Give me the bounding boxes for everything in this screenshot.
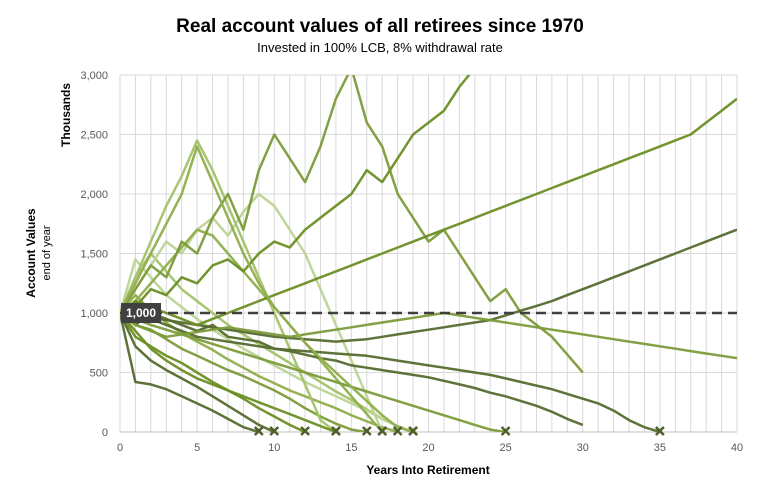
series-line xyxy=(120,299,661,432)
depletion-marker xyxy=(269,426,280,436)
y-units-label: Thousands xyxy=(59,83,73,147)
x-tick-label: 5 xyxy=(194,442,200,454)
marker-stroke xyxy=(361,426,372,436)
y-tick-label: 3,000 xyxy=(80,70,108,82)
x-tick-label: 10 xyxy=(268,442,280,454)
series-line xyxy=(120,75,471,315)
chart-subtitle: Invested in 100% LCB, 8% withdrawal rate xyxy=(257,40,503,55)
marker-stroke xyxy=(500,426,511,436)
y-axis-title: Account Values xyxy=(24,208,38,298)
x-tick-label: 0 xyxy=(117,442,123,454)
series-line xyxy=(120,75,584,374)
depletion-marker xyxy=(253,426,264,436)
y-axis-subtitle: end of year xyxy=(41,225,53,280)
series-line xyxy=(120,145,414,432)
series-line xyxy=(120,139,337,432)
y-axis-ticks: 0 500 1,000 1,500 2,000 2,500 3,000 xyxy=(80,70,108,439)
marker-stroke xyxy=(654,426,665,436)
depletion-marker xyxy=(377,426,388,436)
x-axis-title: Years Into Retirement xyxy=(366,463,489,477)
y-tick-label: 2,500 xyxy=(80,130,108,142)
y-tick-label: 500 xyxy=(90,368,108,380)
series-line xyxy=(120,312,306,432)
x-tick-label: 15 xyxy=(345,442,357,454)
x-tick-label: 35 xyxy=(654,442,666,454)
series-line xyxy=(120,311,737,360)
series-line xyxy=(120,228,384,432)
depletion-marker xyxy=(392,426,403,436)
series-line xyxy=(120,312,260,432)
depletion-marker xyxy=(361,426,372,436)
depletion-marker xyxy=(654,426,665,436)
marker-stroke xyxy=(331,426,341,436)
series-line xyxy=(120,312,337,432)
marker-stroke xyxy=(253,426,264,436)
y-tick-label: 0 xyxy=(102,427,108,439)
x-axis-ticks: 0 5 10 15 20 25 30 35 40 xyxy=(117,442,743,454)
x-tick-label: 25 xyxy=(500,442,512,454)
chart-title: Real account values of all retirees sinc… xyxy=(176,16,584,37)
x-tick-label: 30 xyxy=(577,442,589,454)
marker-stroke xyxy=(300,426,310,436)
x-tick-label: 40 xyxy=(731,442,743,454)
series-line xyxy=(120,97,737,327)
depletion-marker xyxy=(300,426,310,436)
reference-label-bg xyxy=(121,303,161,323)
reference-label: 1,000 xyxy=(126,306,156,320)
y-tick-label: 1,000 xyxy=(80,308,108,320)
marker-stroke xyxy=(392,426,403,436)
series-group xyxy=(120,75,737,432)
depletion-markers xyxy=(253,426,665,436)
series-line xyxy=(120,312,275,432)
marker-stroke xyxy=(377,426,388,436)
marker-stroke xyxy=(408,426,418,436)
series-line xyxy=(120,293,399,432)
y-tick-label: 1,500 xyxy=(80,249,108,261)
depletion-marker xyxy=(408,426,418,436)
depletion-marker xyxy=(500,426,511,436)
reference-line-group: 1,000 xyxy=(120,303,737,323)
x-tick-label: 20 xyxy=(422,442,434,454)
marker-stroke xyxy=(269,426,280,436)
y-tick-label: 2,000 xyxy=(80,189,108,201)
depletion-marker xyxy=(331,426,341,436)
